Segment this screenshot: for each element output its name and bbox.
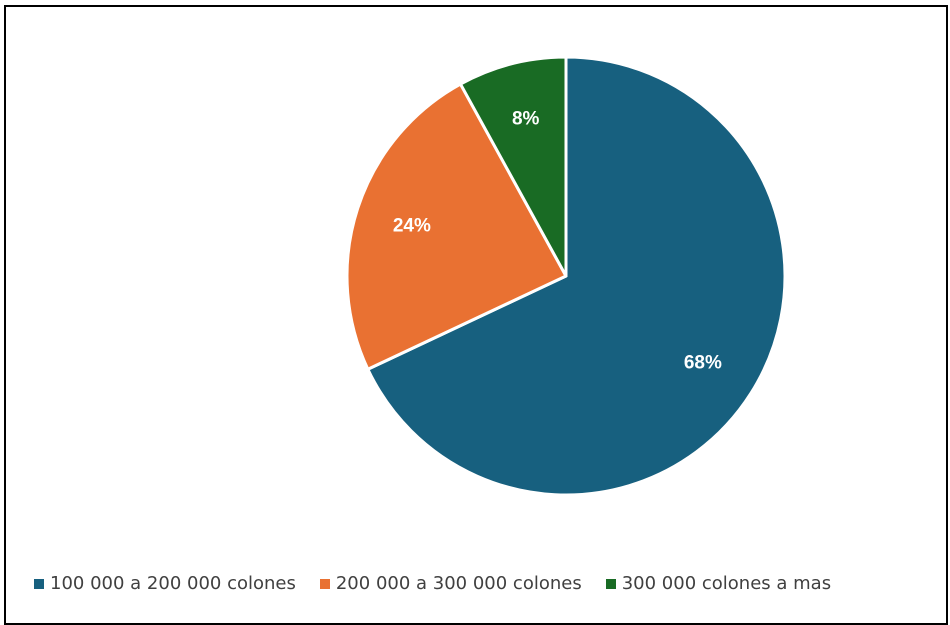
legend-swatch: [319, 578, 330, 589]
slice-label: 8%: [512, 109, 540, 130]
legend-label: 100 000 a 200 000 colones: [50, 573, 296, 594]
legend-swatch: [605, 578, 616, 589]
legend-label: 200 000 a 300 000 colones: [335, 573, 582, 594]
legend-item-200k-300k: 200 000 a 300 000 colones: [319, 573, 582, 594]
slice-label: 68%: [684, 352, 722, 373]
slice-100k-200k: [366, 55, 787, 497]
legend-swatch: [34, 578, 44, 589]
slice-200k-300k: [345, 82, 568, 371]
legend: 100 000 a 200 000 colones 200 000 a 300 …: [34, 573, 831, 594]
slice-300k-plus: [458, 55, 568, 278]
pie-labels: 68% 24% 8%: [393, 109, 722, 374]
legend-item-100k-200k: 100 000 a 200 000 colones: [34, 573, 296, 594]
pie-slices: [345, 55, 787, 497]
pie-chart: 68% 24% 8%: [345, 55, 787, 497]
legend-item-300k-plus: 300 000 colones a mas: [605, 573, 832, 594]
slice-label: 24%: [393, 215, 431, 236]
legend-label: 300 000 colones a mas: [621, 573, 832, 594]
